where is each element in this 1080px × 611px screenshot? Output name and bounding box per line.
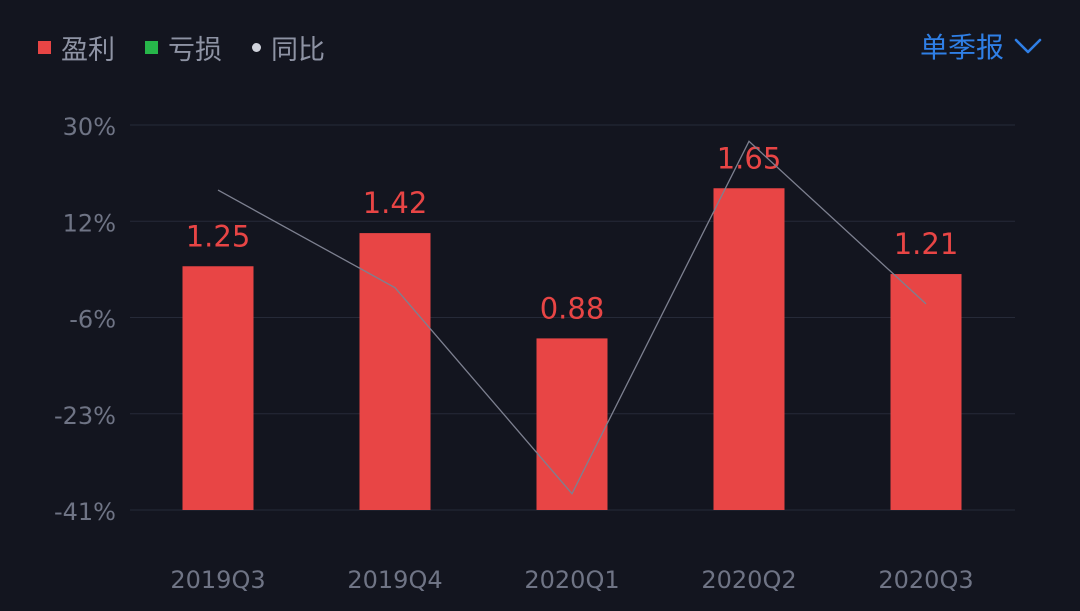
legend: 盈利 亏损 同比 — [38, 28, 325, 67]
x-tick-label: 2020Q3 — [878, 566, 973, 594]
y-tick-label: 12% — [63, 209, 116, 237]
x-tick-label: 2019Q3 — [170, 566, 265, 594]
legend-label-yoy: 同比 — [271, 35, 325, 66]
legend-label-profit: 盈利 — [61, 35, 115, 66]
bar-value-label: 1.21 — [894, 227, 959, 261]
legend-item-profit[interactable]: 盈利 — [38, 28, 115, 67]
bar — [359, 233, 431, 510]
y-tick-label: -6% — [69, 306, 116, 334]
y-tick-label: -23% — [54, 402, 116, 430]
x-tick-label: 2020Q2 — [701, 566, 796, 594]
bar-value-label: 1.42 — [363, 186, 428, 220]
x-tick-label: 2019Q4 — [347, 566, 442, 594]
bar — [182, 266, 254, 510]
loss-swatch-icon — [145, 41, 158, 54]
yoy-line — [217, 140, 927, 495]
profit-swatch-icon — [38, 41, 51, 54]
period-select-label: 单季报 — [919, 31, 1004, 64]
legend-item-yoy[interactable]: 同比 — [252, 28, 325, 67]
x-tick-label: 2020Q1 — [524, 566, 619, 594]
y-tick-label: 30% — [63, 113, 116, 141]
legend-label-loss: 亏损 — [168, 35, 222, 66]
yoy-dot-icon — [252, 43, 261, 52]
bar-value-label: 1.25 — [186, 219, 251, 253]
bar — [713, 188, 785, 510]
bar-value-label: 0.88 — [540, 291, 605, 325]
bar-value-label: 1.65 — [717, 141, 782, 175]
legend-item-loss[interactable]: 亏损 — [145, 28, 222, 67]
period-select[interactable]: 单季报 — [920, 26, 1042, 66]
chevron-down-icon — [1014, 38, 1042, 54]
bar — [536, 338, 608, 510]
y-tick-label: -41% — [54, 498, 116, 526]
bar — [890, 274, 962, 510]
